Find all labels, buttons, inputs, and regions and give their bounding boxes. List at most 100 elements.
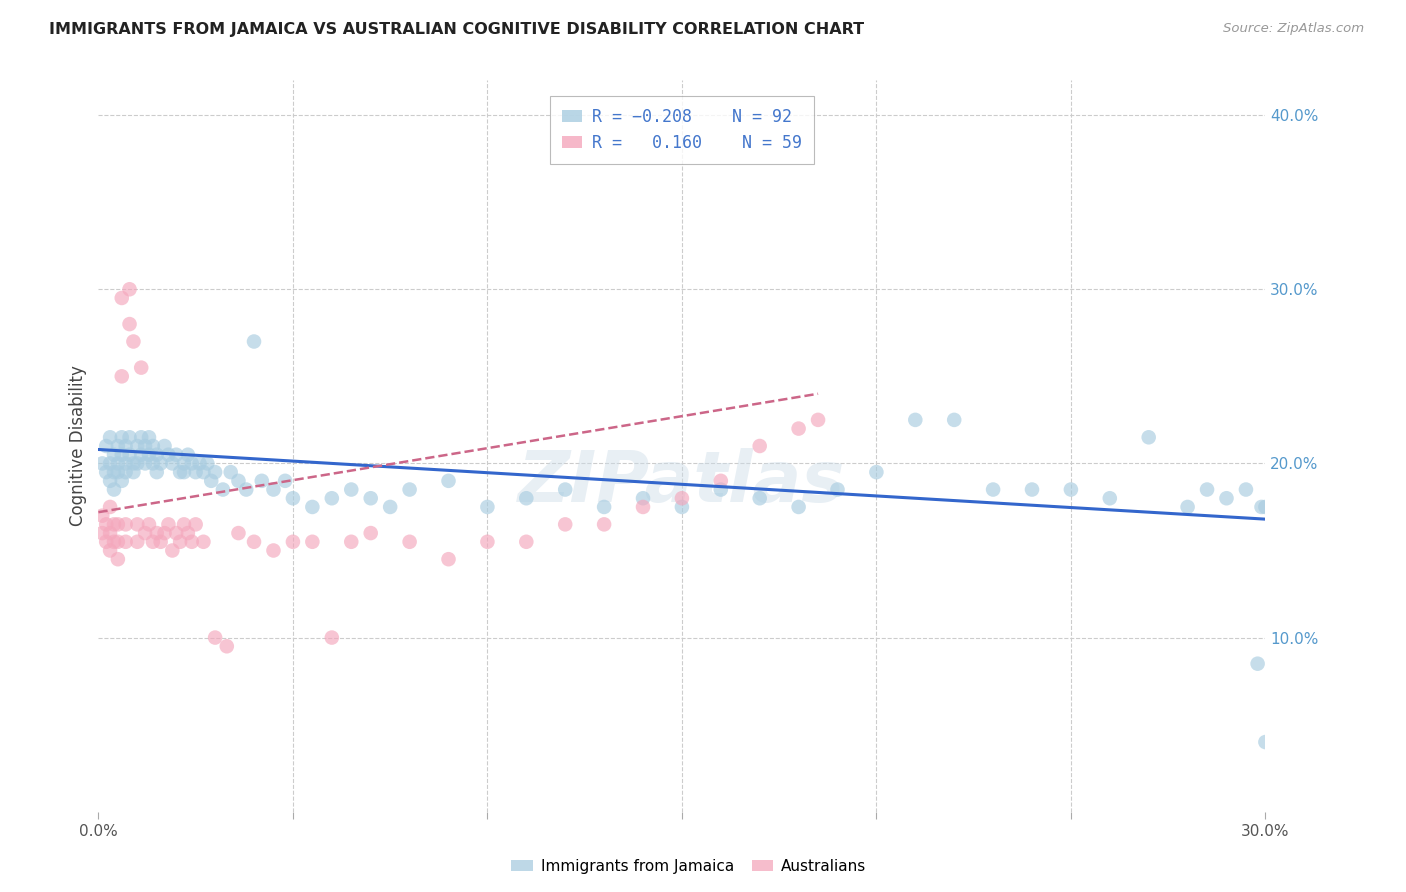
Point <box>103 483 125 497</box>
Point <box>200 474 222 488</box>
Point <box>235 483 257 497</box>
Point <box>146 448 169 462</box>
Point <box>107 534 129 549</box>
Point <box>1137 430 1160 444</box>
Point <box>671 500 693 514</box>
Point <box>91 526 114 541</box>
Point <box>138 448 160 462</box>
Point <box>477 534 499 549</box>
Point <box>219 465 242 479</box>
Point <box>114 465 136 479</box>
Point <box>127 517 149 532</box>
Point <box>904 413 927 427</box>
Point <box>228 474 250 488</box>
Point <box>177 526 200 541</box>
Point <box>1195 483 1218 497</box>
Point <box>321 491 343 506</box>
Point <box>204 631 226 645</box>
Point <box>111 369 134 384</box>
Point <box>91 457 114 471</box>
Point <box>107 552 129 566</box>
Point <box>1098 491 1121 506</box>
Point <box>114 457 136 471</box>
Point <box>114 439 136 453</box>
Point <box>193 534 215 549</box>
Point <box>127 457 149 471</box>
Point <box>157 517 180 532</box>
Point <box>91 508 114 523</box>
Point <box>157 448 180 462</box>
Point <box>165 448 187 462</box>
Point <box>787 500 810 514</box>
Point <box>114 534 136 549</box>
Point <box>96 465 118 479</box>
Point <box>554 517 576 532</box>
Point <box>146 526 169 541</box>
Point <box>98 526 121 541</box>
Point <box>943 413 966 427</box>
Point <box>262 483 284 497</box>
Point <box>111 448 134 462</box>
Point <box>96 439 118 453</box>
Point <box>134 439 156 453</box>
Point <box>807 413 830 427</box>
Point <box>177 448 200 462</box>
Point <box>378 500 402 514</box>
Point <box>631 500 654 514</box>
Point <box>360 491 382 506</box>
Point <box>153 439 176 453</box>
Point <box>321 631 343 645</box>
Point <box>281 534 304 549</box>
Point <box>981 483 1004 497</box>
Point <box>593 517 616 532</box>
Point <box>787 421 810 435</box>
Point <box>250 474 273 488</box>
Point <box>122 457 145 471</box>
Point <box>228 526 250 541</box>
Point <box>398 534 420 549</box>
Point <box>1250 500 1272 514</box>
Point <box>827 483 849 497</box>
Point <box>204 465 226 479</box>
Point <box>96 534 118 549</box>
Point <box>274 474 297 488</box>
Point <box>103 448 125 462</box>
Point <box>146 465 169 479</box>
Point <box>111 430 134 444</box>
Point <box>114 517 136 532</box>
Point <box>138 517 160 532</box>
Point <box>215 640 238 654</box>
Point <box>129 360 152 375</box>
Point <box>748 491 770 506</box>
Point <box>153 526 176 541</box>
Point <box>671 491 693 506</box>
Point <box>98 430 121 444</box>
Point <box>122 334 145 349</box>
Point <box>193 465 215 479</box>
Point <box>173 465 195 479</box>
Point <box>129 448 152 462</box>
Point <box>281 491 304 506</box>
Point <box>188 457 211 471</box>
Point <box>1254 500 1277 514</box>
Point <box>107 517 129 532</box>
Text: IMMIGRANTS FROM JAMAICA VS AUSTRALIAN COGNITIVE DISABILITY CORRELATION CHART: IMMIGRANTS FROM JAMAICA VS AUSTRALIAN CO… <box>49 22 865 37</box>
Point <box>593 500 616 514</box>
Point <box>111 474 134 488</box>
Point <box>98 474 121 488</box>
Text: ZIPatlas: ZIPatlas <box>519 448 845 517</box>
Point <box>103 517 125 532</box>
Point <box>98 457 121 471</box>
Point <box>212 483 235 497</box>
Point <box>1021 483 1043 497</box>
Point <box>195 457 218 471</box>
Point <box>149 457 172 471</box>
Point <box>180 457 202 471</box>
Point <box>127 534 149 549</box>
Legend: R = −0.208    N = 92, R =   0.160    N = 59: R = −0.208 N = 92, R = 0.160 N = 59 <box>550 96 814 163</box>
Point <box>437 474 460 488</box>
Legend: Immigrants from Jamaica, Australians: Immigrants from Jamaica, Australians <box>505 853 873 880</box>
Point <box>96 517 118 532</box>
Point <box>134 526 156 541</box>
Point <box>107 457 129 471</box>
